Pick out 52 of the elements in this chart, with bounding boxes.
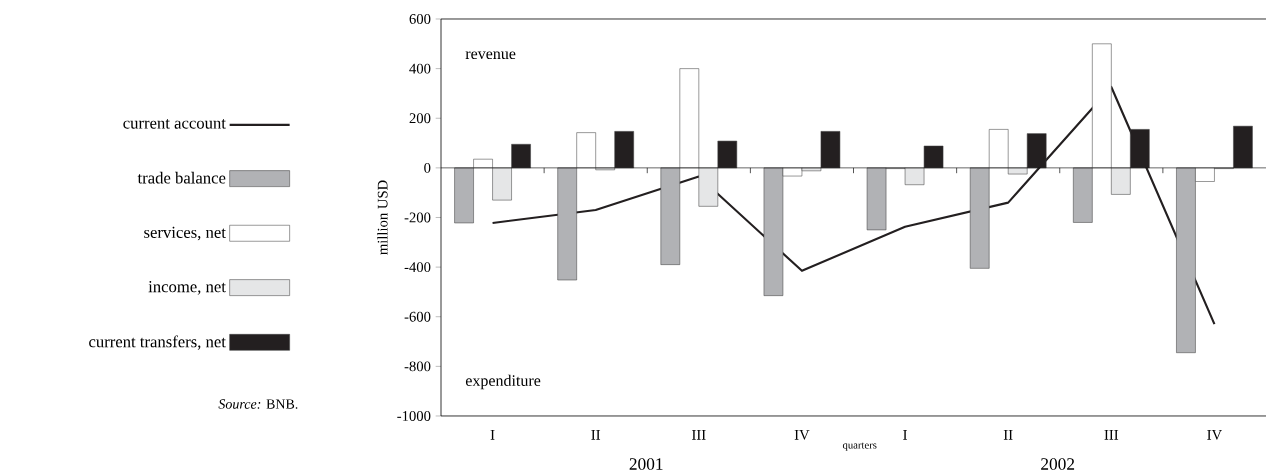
- bar: [576, 132, 596, 169]
- bar: [492, 167, 512, 201]
- bar: [1130, 129, 1150, 169]
- y-tick-label: 400: [409, 63, 431, 74]
- x-tick-label: IV: [1207, 430, 1222, 440]
- x-tick-label: III: [692, 430, 706, 440]
- text: 2002: [1041, 458, 1075, 470]
- y-tick-label: 600: [409, 14, 431, 24]
- y-tick-label: -600: [404, 311, 431, 322]
- bar: [1026, 133, 1047, 169]
- legend-label: current account: [123, 119, 226, 129]
- bar: [717, 140, 738, 169]
- y-tick-label: -200: [404, 212, 431, 223]
- bar: [866, 167, 887, 231]
- y-tick-label: -1000: [397, 411, 431, 421]
- text: 2001: [629, 458, 663, 470]
- bar: [969, 167, 990, 269]
- bar: [1233, 125, 1253, 169]
- y-tick-label: 0: [424, 162, 431, 173]
- annotation: expenditure: [465, 374, 541, 390]
- y-axis-title: million USD: [377, 180, 388, 255]
- legend-label: trade balance: [137, 171, 226, 184]
- bar: [511, 144, 531, 169]
- bar: [614, 131, 634, 169]
- bar: [1007, 167, 1028, 175]
- bar: [820, 131, 841, 169]
- bar: [557, 167, 577, 281]
- x-tick-label: IV: [794, 430, 810, 440]
- y-tick-label: 200: [409, 113, 431, 124]
- bar: [904, 167, 925, 185]
- x-tick-label: II: [1003, 430, 1013, 440]
- legend-label: current transfers, net: [89, 335, 226, 350]
- x-tick-label: II: [591, 430, 601, 440]
- bar: [988, 129, 1009, 169]
- x-axis-title: quarters: [842, 442, 877, 451]
- x-tick-label: I: [490, 430, 495, 440]
- x-tick-label: I: [903, 430, 907, 440]
- text: Source: BNB.: [218, 399, 298, 409]
- bar: [923, 145, 944, 169]
- x-tick-label: III: [1104, 430, 1119, 440]
- y-tick-label: -400: [404, 262, 431, 273]
- legend-label: income, net: [148, 281, 226, 295]
- y-tick-label: -800: [404, 361, 431, 372]
- bar: [679, 68, 700, 169]
- legend-label: services, net: [144, 226, 226, 241]
- bar: [454, 167, 474, 224]
- bar: [698, 167, 719, 207]
- bar: [660, 167, 681, 265]
- bar: [1111, 167, 1131, 195]
- bar: [1092, 43, 1112, 169]
- annotation: revenue: [465, 51, 516, 60]
- bar: [1073, 167, 1093, 223]
